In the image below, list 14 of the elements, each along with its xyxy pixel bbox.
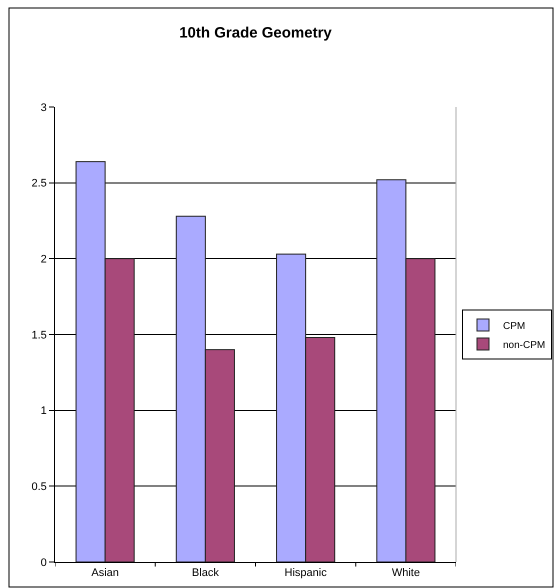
x-tick-label: Black xyxy=(192,567,220,580)
y-tick-label: 0.5 xyxy=(32,481,47,494)
x-tick-label: Hispanic xyxy=(284,567,328,580)
x-tick-label: White xyxy=(392,567,420,580)
y-tick-label: 1 xyxy=(40,405,47,418)
legend-label: non-CPM xyxy=(503,340,546,351)
legend-label: CPM xyxy=(503,320,526,332)
y-tick-label: 0 xyxy=(40,556,47,569)
chart-title: 10th Grade Geometry xyxy=(179,24,332,42)
y-tick-label: 1.5 xyxy=(32,329,47,342)
y-tick-label: 2 xyxy=(40,254,47,266)
y-tick-label: 3 xyxy=(40,102,47,114)
x-tick-label: Asian xyxy=(91,567,119,580)
y-tick-label: 2.5 xyxy=(32,178,47,190)
